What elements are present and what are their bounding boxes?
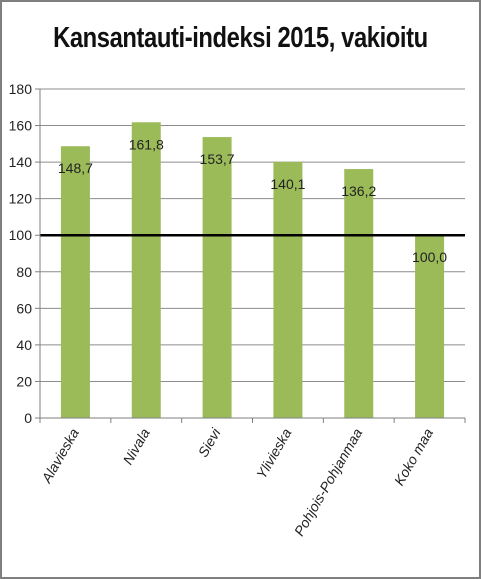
- bar-koko-maa: [415, 235, 445, 418]
- bar-nivala: [131, 122, 161, 418]
- bar-ylivieska: [273, 161, 303, 418]
- data-label: 100,0: [412, 249, 447, 265]
- y-tick-label: 60: [16, 300, 32, 316]
- category-label: Nivala: [120, 425, 153, 467]
- category-label: Ylivieska: [253, 425, 295, 481]
- y-tick-label: 80: [16, 264, 32, 280]
- y-tick-label: 140: [9, 154, 33, 170]
- y-axis-ticks: 0 20 40 60 80 100 120 140 160 180: [9, 81, 40, 426]
- data-label: 136,2: [341, 183, 376, 199]
- y-tick-label: 100: [9, 227, 33, 243]
- y-tick-label: 180: [9, 81, 33, 97]
- data-label: 153,7: [200, 151, 235, 167]
- grid-lines: [40, 88, 465, 382]
- y-tick-label: 20: [16, 373, 32, 389]
- axes: [39, 89, 466, 423]
- category-labels: Alavieska Nivala Sievi YlivieskaPohjois-Poh…: [38, 425, 437, 539]
- data-label: 140,1: [270, 176, 305, 192]
- category-label: Pohjois-Pohjanmaa: [291, 425, 366, 538]
- y-tick-label: 120: [9, 191, 33, 207]
- bar-pohjois-pohjanmaa: [344, 169, 374, 418]
- data-label: 148,7: [58, 160, 93, 176]
- chart-title: Kansantauti-indeksi 2015, vakioitu: [53, 22, 428, 54]
- data-labels: 148,7 161,8 153,7 140,1 136,2 100,0: [58, 136, 447, 265]
- category-label: Alavieska: [38, 425, 82, 486]
- category-label: Koko maa: [391, 425, 436, 488]
- y-tick-label: 160: [9, 118, 33, 134]
- y-tick-label: 40: [16, 337, 32, 353]
- bar-alavieska: [60, 146, 90, 418]
- data-label: 161,8: [129, 136, 164, 152]
- category-label: Sievi: [195, 425, 224, 460]
- bar-sievi: [202, 137, 232, 418]
- y-tick-label: 0: [24, 410, 32, 426]
- bars: [60, 122, 445, 418]
